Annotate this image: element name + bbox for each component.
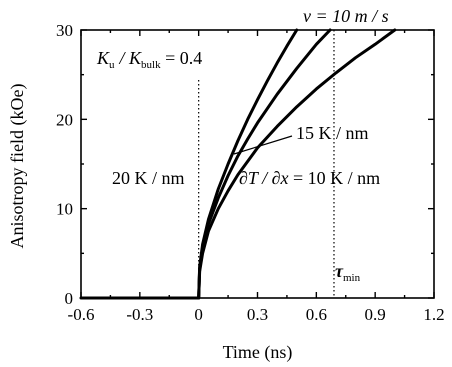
tick-labels-layer: -0.6 -0.3 0 0.3 0.6 0.9 1.2 0 10 20 30: [56, 21, 445, 324]
y-axis-title: Anisotropy field (kOe): [7, 84, 28, 249]
label-10-k-nm: ∂T / ∂x = 10 K / nm: [239, 168, 380, 188]
gradient-value: = 10 K / nm: [288, 168, 380, 188]
k-bulk-subscript: bulk: [141, 59, 161, 71]
x-tick-label-6: 1.2: [423, 305, 444, 324]
label-20-k-nm: 20 K / nm: [112, 168, 185, 188]
k-ratio-value: = 0.4: [161, 48, 203, 68]
y-tick-label-0: 0: [65, 289, 74, 308]
plot-frame: [80, 29, 435, 299]
x-tick-label-5: 0.9: [365, 305, 386, 324]
gradient-symbol: ∂T / ∂x: [239, 168, 288, 188]
label-15-leader-line: [233, 135, 293, 155]
ticks-layer: [80, 29, 435, 299]
tau-symbol: τ: [335, 261, 344, 281]
tau-subscript: min: [343, 272, 361, 284]
label-15-k-nm: 15 K / nm: [296, 123, 369, 143]
k-bulk-divider: / K: [119, 48, 143, 68]
series-10-k-nm-line: [197, 28, 397, 300]
x-tick-label-1: -0.3: [126, 305, 153, 324]
k-u-symbol: K: [96, 48, 110, 68]
y-tick-label-3: 30: [56, 21, 73, 40]
velocity-annotation: v = 10 m / s: [303, 6, 389, 26]
x-tick-label-0: -0.6: [68, 305, 95, 324]
series-15-k-nm-line: [197, 28, 332, 300]
curves-layer: [79, 28, 397, 300]
x-axis-title: Time (ns): [223, 342, 293, 363]
y-tick-label-1: 10: [56, 200, 73, 219]
x-tick-label-2: 0: [194, 305, 203, 324]
x-tick-label-4: 0.6: [306, 305, 327, 324]
x-tick-label-3: 0.3: [247, 305, 268, 324]
k-ratio-annotation: Ku / Kbulk = 0.4: [96, 48, 202, 71]
y-tick-label-2: 20: [56, 110, 73, 129]
k-u-subscript: u: [109, 59, 115, 71]
tau-min-label: τmin: [335, 261, 361, 284]
